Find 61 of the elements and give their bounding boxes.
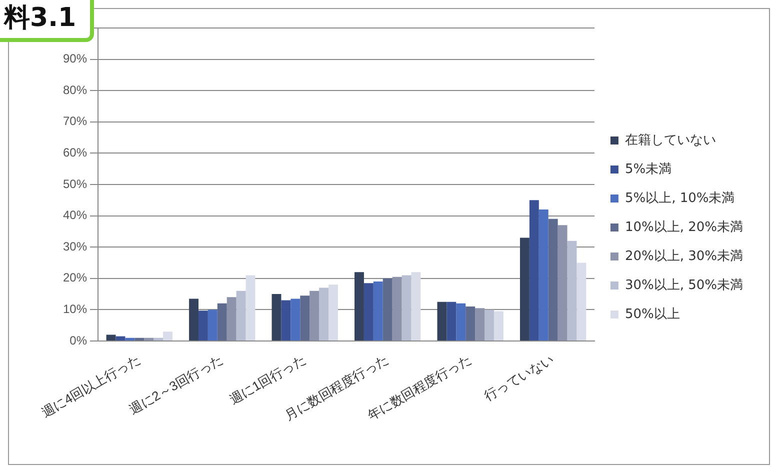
legend-label: 10%以上, 20%未満 [624,220,744,235]
bar [125,338,135,340]
bar [300,296,310,340]
bar [538,210,548,340]
legend-label: 50%以上 [624,306,680,322]
bar [364,283,374,340]
bar [402,275,412,340]
bar [576,262,586,340]
legend-label: 30%以上, 50%未満 [624,278,744,293]
bar [290,298,300,340]
bar [373,282,383,340]
bar [494,311,504,340]
bar [548,218,558,340]
bar [134,338,144,340]
y-tick-label: 80% [62,82,88,97]
bar [116,336,126,340]
chart-title: 料3.1 [0,0,94,42]
legend-label: 5%未満 [624,162,672,177]
bar [236,290,246,340]
bar [529,200,539,340]
bar [198,310,208,340]
bar [163,332,172,340]
bar [558,225,568,340]
y-tick-label: 10% [62,302,88,316]
bar [246,275,256,340]
bar [411,272,421,340]
legend-label: 5%以上, 10%未満 [624,190,735,206]
bar [437,302,447,340]
y-tick-label: 20% [62,270,88,285]
bar [106,334,116,340]
y-tick-label: 50% [62,176,88,191]
y-tick-label: 0% [70,333,88,348]
bar [319,288,329,340]
bar [144,338,154,340]
bar [154,338,164,340]
bar [354,272,364,340]
legend-label: 在籍していない [624,132,716,148]
bar [446,302,456,340]
bar [456,303,466,340]
bar [328,284,338,340]
bar [392,276,402,340]
bar [475,308,485,340]
bar [567,240,577,340]
y-tick-label: 90% [62,52,88,66]
bar [272,294,282,340]
bar [226,297,236,340]
y-tick-label: 40% [62,208,88,222]
bar [484,310,494,340]
bar [208,310,218,340]
bar [281,300,291,340]
bar [382,278,392,340]
bar [466,306,476,340]
bar [520,238,530,340]
bar [217,303,227,340]
y-tick-label: 70% [62,114,88,128]
bar [189,298,198,340]
bar [310,290,320,340]
y-tick-label: 60% [62,146,88,160]
y-tick-label: 30% [62,239,88,254]
x-tick-label: 行っていない [481,351,556,404]
legend-label: 20%以上, 30%未満 [624,248,744,264]
